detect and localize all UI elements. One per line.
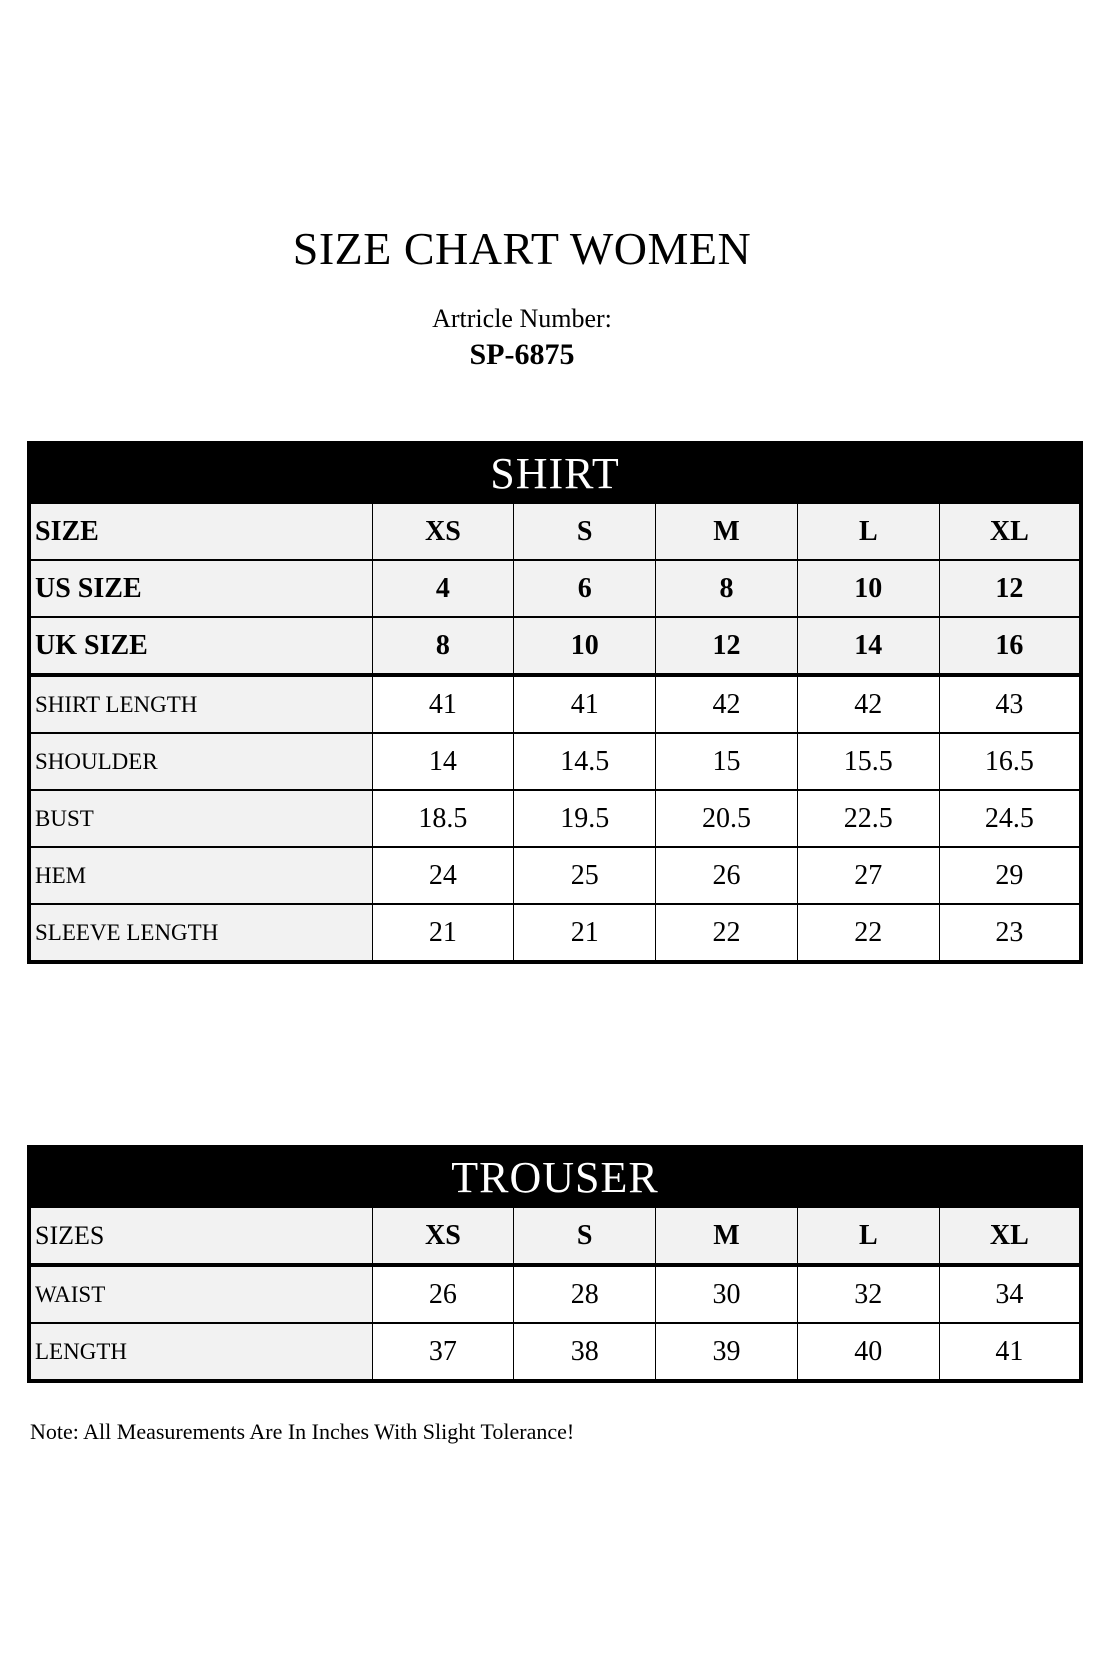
size-value-cell: 8 (371, 616, 515, 677)
trouser-table-body: TROUSER SIZES XS S M L XL WAIST 26 28 30 32 34 LENGTH… (28, 1146, 1082, 1383)
measure-row-label: SHIRT LENGTH (28, 673, 373, 735)
size-row-label: SIZE (28, 502, 373, 562)
measure-value-cell: 30 (655, 1263, 798, 1325)
size-value-cell: L (796, 502, 940, 562)
measure-value-cell: 27 (796, 846, 940, 906)
size-value-cell: M (655, 1206, 798, 1267)
measure-row-label: LENGTH (28, 1322, 373, 1383)
measure-value-cell: 28 (513, 1263, 657, 1325)
measure-value-cell: 43 (938, 673, 1082, 735)
measure-row-label: BUST (28, 789, 373, 849)
measure-value-cell: 24 (371, 846, 515, 906)
trouser-size-table: TROUSER SIZES XS S M L XL WAIST 26 28 30 32 34 LENGTH… (27, 1145, 1083, 1384)
size-value-cell: 4 (371, 559, 515, 619)
measure-value-cell: 14.5 (513, 732, 657, 792)
measure-value-cell: 22 (796, 903, 940, 964)
measure-value-cell: 41 (513, 673, 657, 735)
measure-value-cell: 15 (655, 732, 798, 792)
size-value-cell: 6 (513, 559, 657, 619)
size-value-cell: S (513, 502, 657, 562)
size-value-cell: 8 (655, 559, 798, 619)
size-value-cell: XS (371, 1206, 515, 1267)
measure-row: BUST 18.5 19.5 20.5 22.5 24.5 (28, 789, 1082, 849)
measure-value-cell: 23 (938, 903, 1082, 964)
measure-value-cell: 29 (938, 846, 1082, 906)
shirt-size-table: SHIRT SIZE XS S M L XL US SIZE 4 6 8 10 12 UK SIZE 8 10… (27, 441, 1083, 965)
page-title: SIZE CHART WOMEN (292, 223, 752, 274)
measure-value-cell: 19.5 (513, 789, 657, 849)
measure-row: SHIRT LENGTH 41 41 42 42 43 (28, 673, 1082, 735)
article-number-label: Artricle Number: (432, 303, 612, 333)
size-row-label: SIZES (28, 1206, 373, 1267)
measure-value-cell: 26 (655, 846, 798, 906)
measure-row-label: WAIST (28, 1263, 373, 1325)
article-number: SP-6875 (469, 338, 575, 372)
measure-row: HEM 24 25 26 27 29 (28, 846, 1082, 906)
measure-value-cell: 25 (513, 846, 657, 906)
measure-value-cell: 22.5 (796, 789, 940, 849)
shirt-table-body: SHIRT SIZE XS S M L XL US SIZE 4 6 8 10 12 UK SIZE 8 10… (28, 442, 1082, 964)
measure-value-cell: 21 (513, 903, 657, 964)
measure-row: SLEEVE LENGTH 21 21 22 22 23 (28, 903, 1082, 964)
size-header-row: SIZE XS S M L XL (28, 502, 1082, 562)
size-value-cell: L (796, 1206, 940, 1267)
measure-value-cell: 38 (513, 1322, 657, 1383)
measure-value-cell: 21 (371, 903, 515, 964)
measure-row-label: SHOULDER (28, 732, 373, 792)
measure-row: SHOULDER 14 14.5 15 15.5 16.5 (28, 732, 1082, 792)
size-value-cell: S (513, 1206, 657, 1267)
measure-value-cell: 41 (938, 1322, 1082, 1383)
size-value-cell: 14 (796, 616, 940, 677)
size-header-row: US SIZE 4 6 8 10 12 (28, 559, 1082, 619)
size-value-cell: XL (938, 502, 1082, 562)
measure-value-cell: 39 (655, 1322, 798, 1383)
measure-value-cell: 20.5 (655, 789, 798, 849)
table-title: SHIRT (28, 442, 1082, 505)
size-row-label: UK SIZE (28, 616, 373, 677)
measure-value-cell: 26 (371, 1263, 515, 1325)
size-value-cell: M (655, 502, 798, 562)
measure-row: LENGTH 37 38 39 40 41 (28, 1322, 1082, 1383)
measure-row: WAIST 26 28 30 32 34 (28, 1263, 1082, 1325)
table-title-row: SHIRT (28, 442, 1082, 505)
size-row-label: US SIZE (28, 559, 373, 619)
measure-value-cell: 32 (796, 1263, 940, 1325)
measure-value-cell: 16.5 (938, 732, 1082, 792)
table-title: TROUSER (28, 1146, 1082, 1209)
measurement-note: Note: All Measurements Are In Inches Wit… (30, 1419, 575, 1445)
measure-value-cell: 22 (655, 903, 798, 964)
measure-value-cell: 34 (938, 1263, 1082, 1325)
measure-value-cell: 14 (371, 732, 515, 792)
size-value-cell: XL (938, 1206, 1082, 1267)
size-header-row: SIZES XS S M L XL (28, 1206, 1082, 1267)
measure-value-cell: 42 (655, 673, 798, 735)
size-header-row: UK SIZE 8 10 12 14 16 (28, 616, 1082, 677)
measure-row-label: SLEEVE LENGTH (28, 903, 373, 964)
size-value-cell: 12 (938, 559, 1082, 619)
measure-value-cell: 42 (796, 673, 940, 735)
size-value-cell: 10 (796, 559, 940, 619)
size-value-cell: 12 (655, 616, 798, 677)
measure-value-cell: 24.5 (938, 789, 1082, 849)
measure-value-cell: 18.5 (371, 789, 515, 849)
measure-value-cell: 15.5 (796, 732, 940, 792)
size-value-cell: XS (371, 502, 515, 562)
table-title-row: TROUSER (28, 1146, 1082, 1209)
page-header: SIZE CHART WOMEN Artricle Number: SP-687… (0, 0, 1044, 371)
size-value-cell: 10 (513, 616, 657, 677)
measure-row-label: HEM (28, 846, 373, 906)
measure-value-cell: 40 (796, 1322, 940, 1383)
measure-value-cell: 37 (371, 1322, 515, 1383)
measure-value-cell: 41 (371, 673, 515, 735)
size-value-cell: 16 (938, 616, 1082, 677)
